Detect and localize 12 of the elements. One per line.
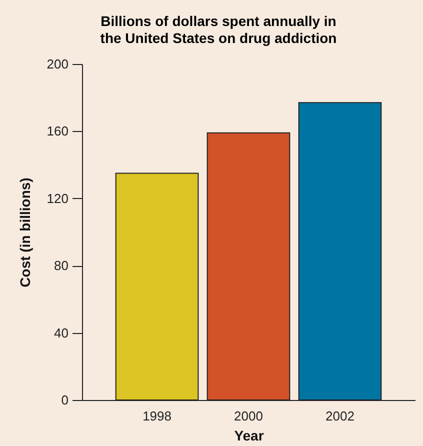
x-tick-label: 1998	[142, 408, 172, 424]
y-tick-label: 80	[54, 258, 68, 274]
y-tick-label: 0	[61, 392, 68, 408]
x-axis-title: Year	[234, 428, 264, 444]
x-tick-label: 2000	[234, 408, 263, 424]
y-tick-label: 40	[54, 325, 68, 340]
y-tick-label: 200	[46, 56, 68, 72]
y-axis-title: Cost (in billions)	[16, 178, 33, 288]
chart-title: Billions of dollars spent annually in the United States on drug addiction	[100, 13, 337, 46]
x-tick-label: 2002	[326, 408, 354, 424]
y-tick-label: 160	[46, 124, 68, 139]
y-tick-label: 120	[46, 190, 68, 206]
